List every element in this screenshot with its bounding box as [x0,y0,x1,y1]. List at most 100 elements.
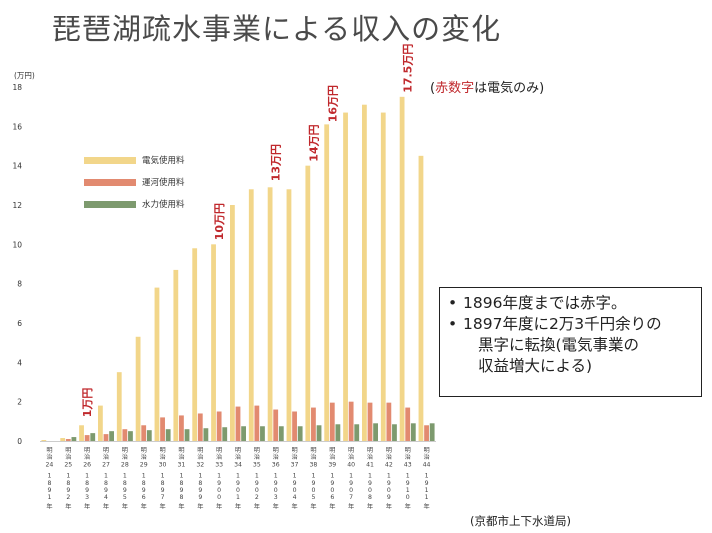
bar-water-1902 [260,426,265,441]
x-tick-year-suffix: 年 [103,502,109,510]
x-tick-year-digit: 1 [330,473,334,480]
x-tick-year-digit: 2 [255,494,259,501]
bar-canal-1906 [329,402,335,441]
x-tick-era-number: 37 [291,461,299,468]
x-tick-era-char: 治 [348,453,354,461]
x-tick-year-suffix: 年 [216,502,222,510]
x-tick-era-number: 28 [121,461,129,468]
x-tick-year-digit: 8 [198,480,202,487]
x-tick-year-digit: 9 [387,494,391,501]
bar-water-1911 [429,423,435,441]
x-tick-year-digit: 5 [311,494,315,501]
y-tick-label: 16 [12,122,22,131]
x-tick-year-digit: 1 [85,473,89,480]
x-tick-year-suffix: 年 [141,502,147,510]
bar-electric-1899 [192,248,198,441]
bar-electric-1911 [418,155,424,441]
x-tick-year-digit: 1 [123,473,127,480]
bar-canal-1910 [405,407,411,441]
x-tick-era-number: 38 [309,461,317,468]
bar-electric-1901 [230,205,235,441]
x-tick-era-char: 明 [273,447,279,454]
x-tick-year-digit: 6 [330,494,334,501]
y-tick-label: 6 [17,319,22,328]
x-tick-era-number: 30 [159,461,167,468]
x-tick-era-number: 39 [328,461,336,468]
x-tick-year-digit: 0 [387,487,391,494]
bar-canal-1903 [273,409,279,441]
note-line-3: 黒字に転換(電気事業の [478,336,640,354]
legend-label-electric: 電気使用料 [142,156,185,166]
x-tick-era-char: 治 [423,453,429,461]
slide-title: 琵琶湖疏水事業による収入の変化 [52,12,502,46]
x-tick-year-suffix: 年 [405,502,411,510]
x-tick-year-digit: 6 [142,494,146,501]
bar-canal-1907 [348,401,354,441]
x-tick-era-char: 治 [405,453,411,461]
bar-canal-1911 [424,425,429,441]
x-tick-era-char: 治 [159,453,165,461]
x-tick-year-digit: 1 [179,473,183,480]
x-tick-year-suffix: 年 [178,502,184,510]
x-tick-year-digit: 0 [255,487,259,494]
bar-electric-1904 [286,189,292,441]
x-tick-era-char: 治 [310,453,316,461]
bar-water-1900 [222,427,228,441]
x-tick-year-digit: 9 [104,487,108,494]
x-tick-era-char: 明 [103,447,109,454]
bar-water-1897 [165,429,171,441]
x-tick-year-digit: 8 [104,480,108,487]
x-tick-year-digit: 7 [161,494,165,501]
x-tick-year-digit: 9 [66,487,70,494]
x-tick-year-digit: 8 [161,480,165,487]
x-tick-era-char: 治 [216,453,222,461]
bar-water-1893 [90,433,96,441]
x-tick-year-digit: 8 [47,480,51,487]
bar-water-1910 [410,423,416,441]
x-tick-era-number: 26 [83,461,91,468]
bar-electric-1896 [135,336,141,441]
legend-item-canal: 運河使用料 [84,175,185,189]
x-tick-year-digit: 0 [274,487,278,494]
x-tick-era-char: 治 [235,453,241,461]
x-tick-era-char: 治 [178,453,184,461]
x-tick-era-char: 明 [405,447,411,454]
x-tick-era-number: 36 [272,461,280,468]
x-tick-era-number: 25 [64,461,72,468]
x-tick-year-digit: 8 [368,494,372,501]
bar-water-1906 [335,424,341,441]
legend-item-water: 水力使用料 [84,197,185,211]
x-tick-era-char: 治 [103,453,109,461]
x-tick-year-digit: 8 [85,480,89,487]
note-line-1: 1896年度までは赤字。 [448,293,693,314]
x-tick-year-digit: 1 [293,473,297,480]
x-tick-year-digit: 8 [179,494,183,501]
x-tick-year-digit: 9 [236,480,240,487]
y-tick-label: 8 [17,280,22,289]
x-tick-year-digit: 1 [236,473,240,480]
x-tick-year-digit: 3 [85,494,89,501]
x-tick-era-number: 35 [253,461,261,468]
bar-canal-1904 [292,411,297,441]
x-tick-year-suffix: 年 [348,502,354,510]
bar-water-1904 [297,426,303,441]
x-tick-era-char: 治 [291,453,297,461]
x-tick-year-digit: 0 [217,487,221,494]
x-tick-era-char: 治 [254,453,260,461]
bar-electric-1894 [98,405,103,441]
bar-electric-1906 [324,124,330,442]
x-tick-era-char: 明 [178,447,184,454]
bar-canal-1900 [216,411,222,441]
x-tick-era-number: 34 [234,461,242,468]
bar-electric-1897 [154,287,160,441]
x-tick-year-digit: 8 [66,480,70,487]
red-note-open: ( [430,81,436,96]
x-tick-era-number: 42 [385,461,393,468]
bar-canal-1896 [141,425,147,441]
x-tick-year-digit: 1 [255,473,259,480]
red-number-note: (赤数字は電気のみ) [430,77,544,96]
